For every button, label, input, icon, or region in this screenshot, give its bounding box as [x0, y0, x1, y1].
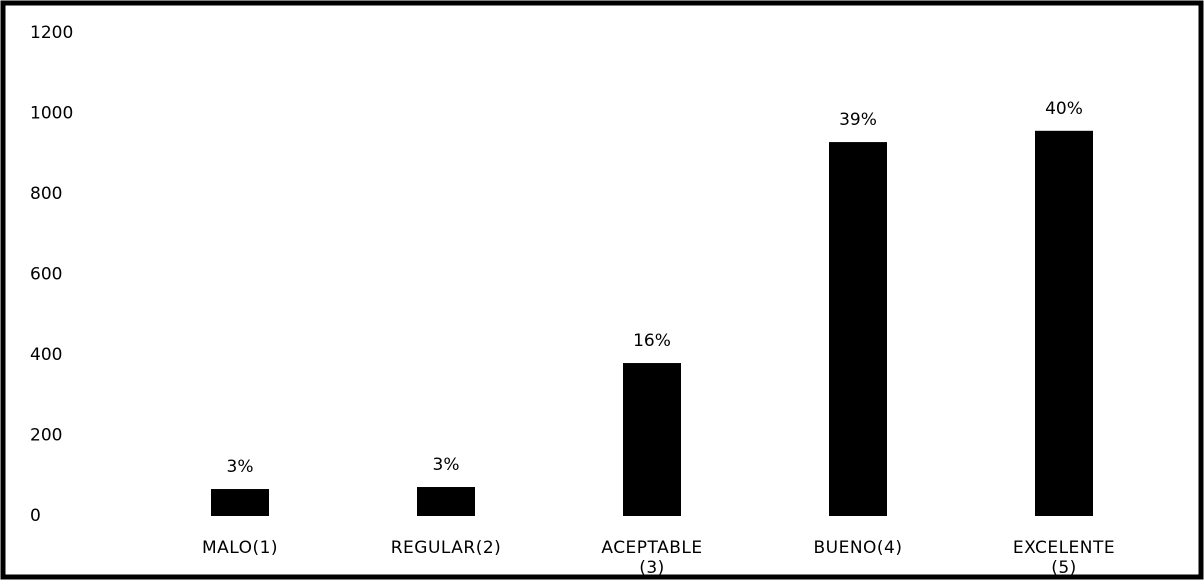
y-tick-label: 1200 [30, 23, 73, 43]
x-tick-label: EXCELENTE (5) [1012, 538, 1116, 578]
y-tick-label: 600 [30, 265, 62, 285]
value-label: 3% [227, 457, 254, 477]
value-label: 39% [839, 110, 877, 130]
value-label: 16% [633, 331, 671, 351]
y-tick-label: 400 [30, 345, 62, 365]
y-tick-label: 0 [30, 506, 41, 526]
y-tick-label: 200 [30, 426, 62, 446]
x-tick-label: MALO(1) [201, 538, 279, 558]
x-tick-label: BUENO(4) [813, 538, 903, 558]
x-tick-label: REGULAR(2) [390, 538, 502, 558]
y-tick-label: 800 [30, 184, 62, 204]
bar [829, 142, 887, 516]
y-tick-label: 1000 [30, 104, 73, 124]
value-label: 40% [1045, 99, 1083, 119]
bar [417, 487, 475, 516]
value-label: 3% [433, 455, 460, 475]
bar [623, 363, 681, 516]
bar [211, 489, 269, 516]
bar [1035, 130, 1093, 516]
x-tick-label: ACEPTABLE (3) [601, 538, 703, 578]
